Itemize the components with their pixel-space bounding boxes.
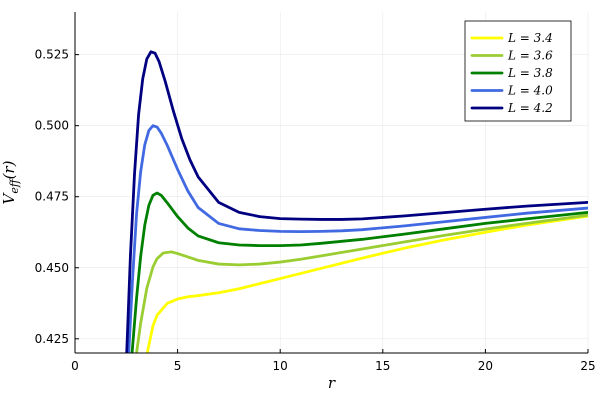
ticks: 0 5 10 15 20 25 0.425 0.450 0.475 0.500 0.525 [35,48,596,373]
y-tick-label: 0.500 [35,119,69,133]
y-tick-label: 0.475 [35,190,69,204]
legend-label-2: L = 3.6 [507,49,553,63]
legend-label-3: L = 3.8 [507,66,553,80]
legend: L = 3.4 L = 3.6 L = 3.8 L = 4.0 L = 4.2 [464,20,572,122]
x-axis-title: r [328,374,336,392]
x-tick-label: 10 [273,359,288,373]
y-tick-label: 0.525 [35,48,69,62]
series-line-2 [135,213,588,353]
series-line-4 [127,124,588,353]
x-tick-label: 20 [478,359,493,373]
x-tick-label: 25 [580,359,595,373]
series-line-5 [125,50,588,353]
x-tick-label: 0 [71,359,79,373]
y-axis-title: Veff(r) [0,160,21,204]
legend-label-1: L = 3.4 [507,31,553,45]
x-tick-label: 15 [375,359,390,373]
series-line-3 [130,191,588,353]
x-tick-label: 5 [174,359,182,373]
series-group [125,50,588,353]
grid [74,12,589,353]
y-tick-label: 0.425 [35,332,69,346]
legend-label-5: L = 4.2 [507,101,553,115]
legend-label-4: L = 4.0 [507,84,553,98]
series-line-1 [145,214,588,353]
y-tick-label: 0.450 [35,261,69,275]
